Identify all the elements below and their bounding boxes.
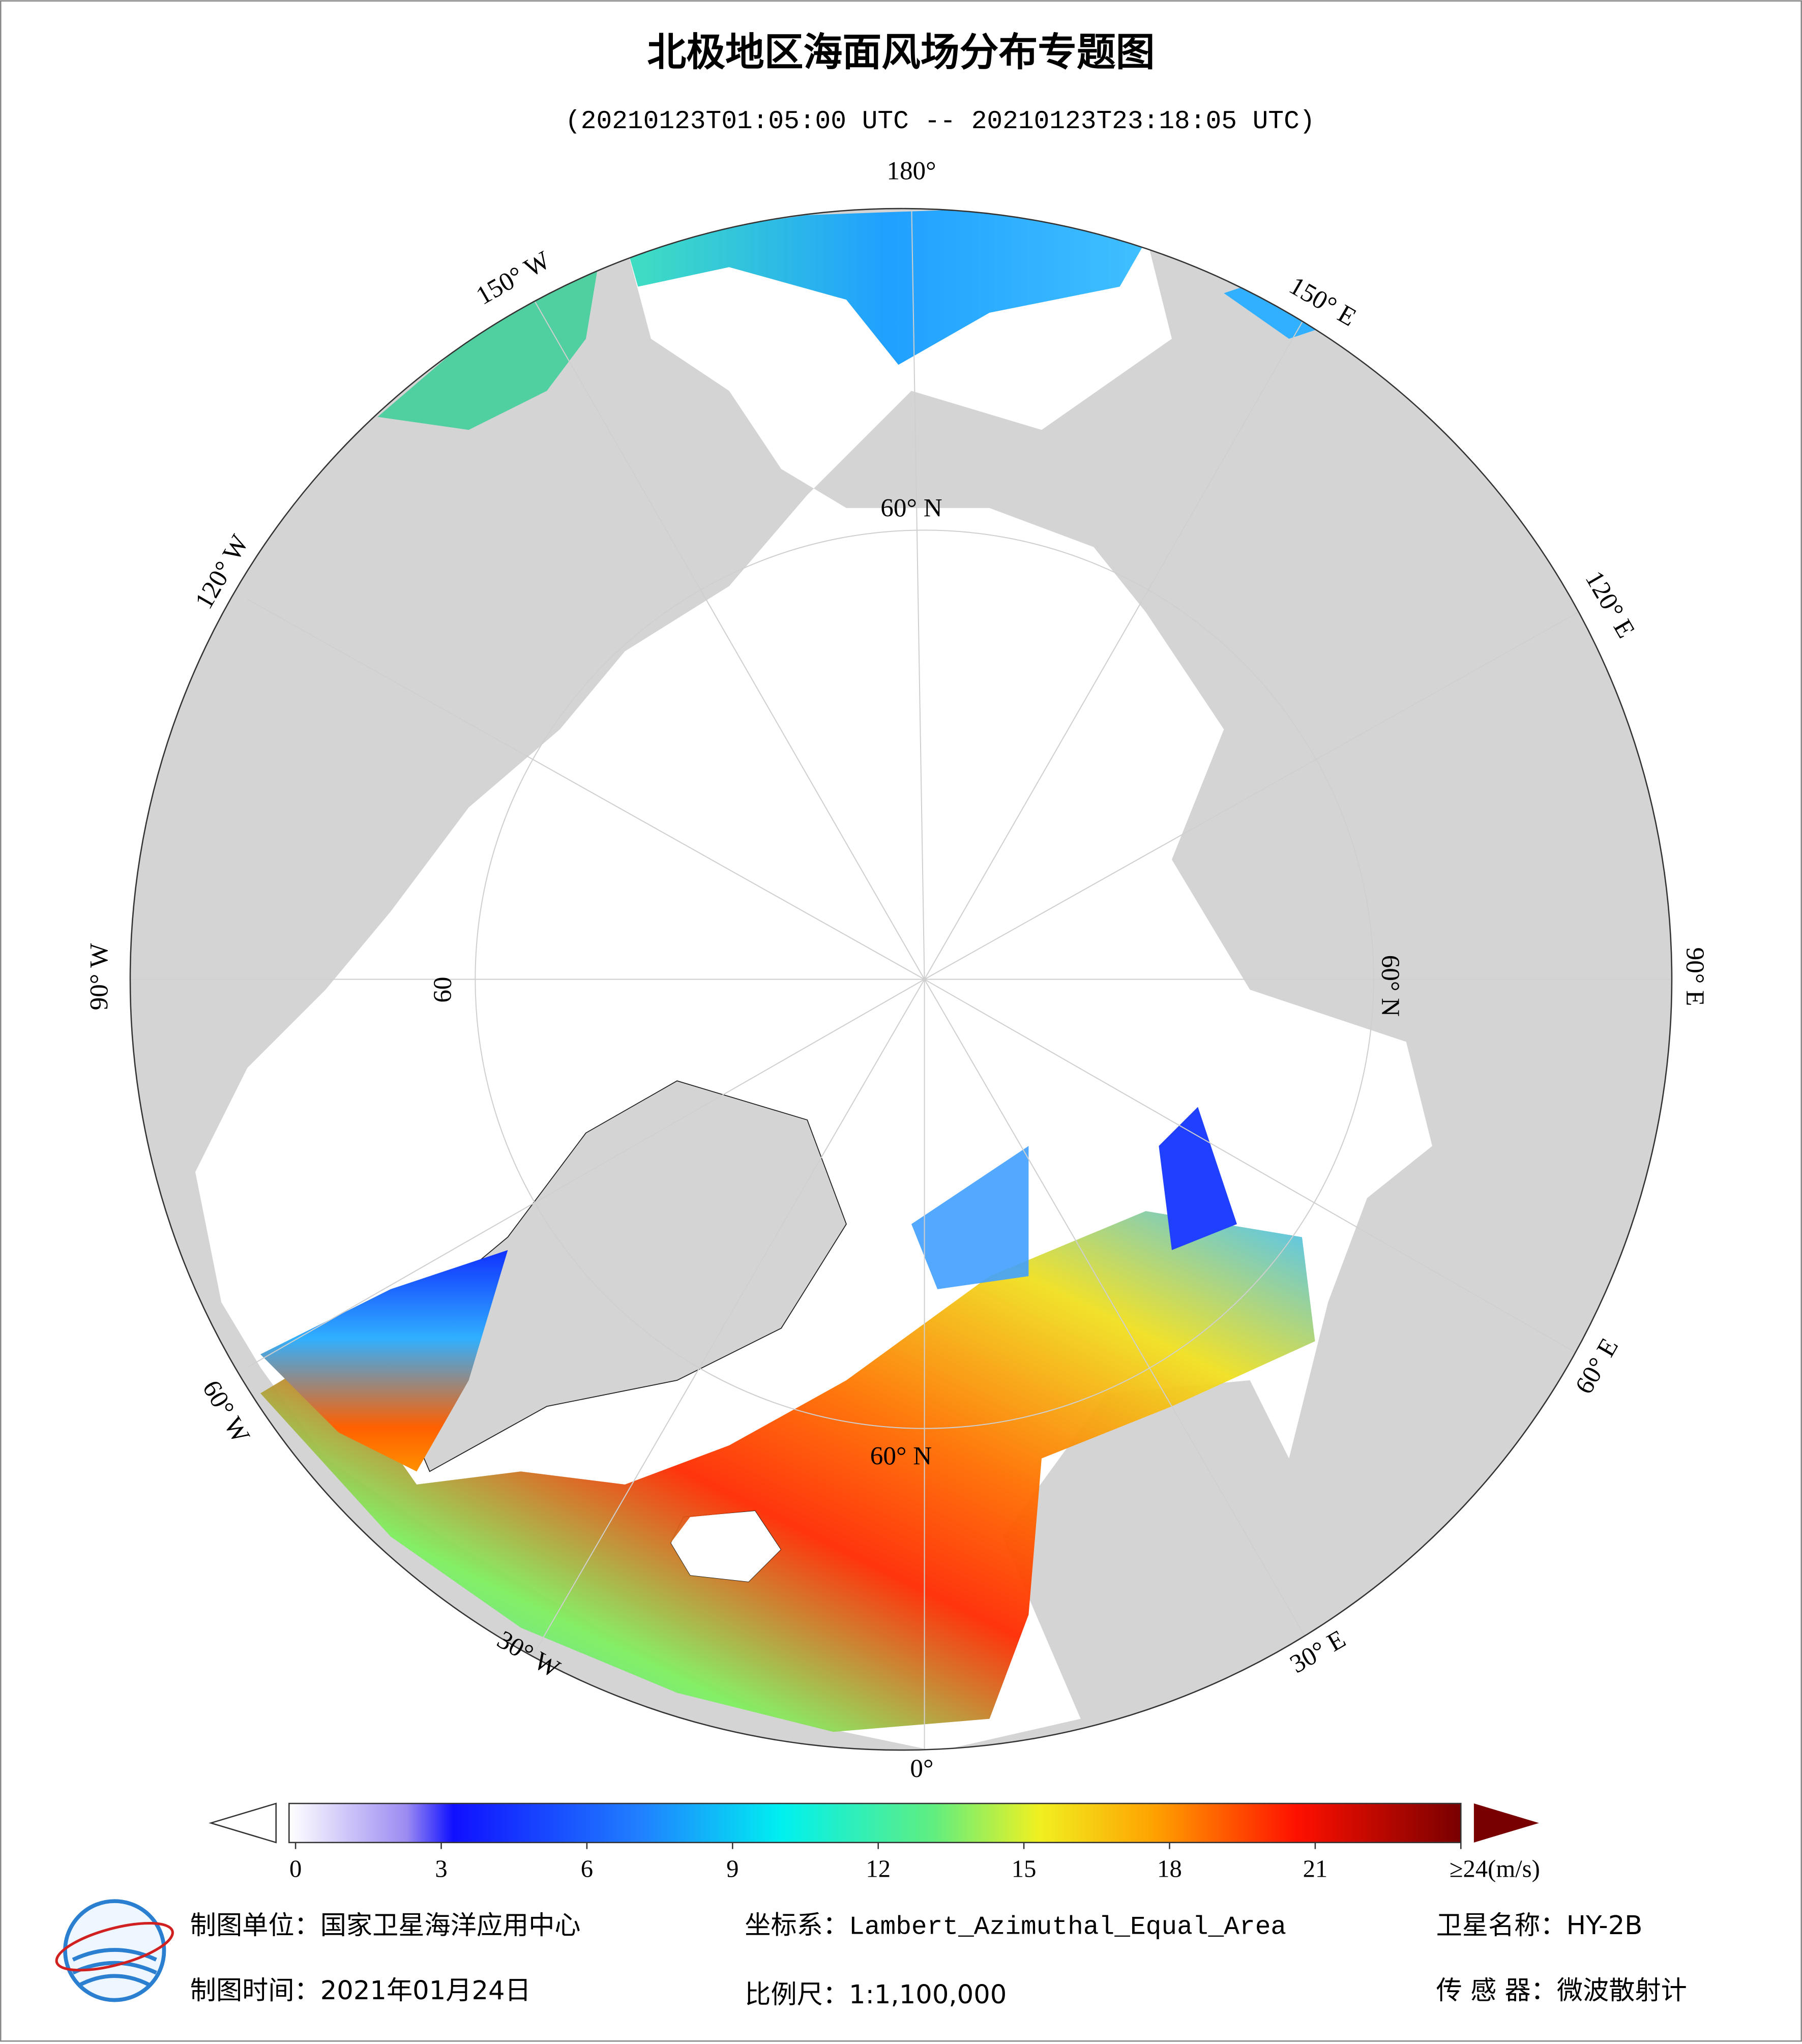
longitude-label: 90° W (84, 943, 113, 1011)
colorbar-over (1473, 1803, 1539, 1843)
footer-scale: 比例尺：1:1,100,000 (745, 1979, 1007, 2010)
map-disc (130, 209, 1672, 1751)
colorbar-tick-label: 18 (1157, 1855, 1182, 1882)
longitude-label: 0° (910, 1754, 933, 1783)
wind-field-alaska (377, 260, 599, 430)
footer-satellite: 卫星名称：HY-2B (1436, 1910, 1643, 1941)
colorbar-tick-label: 0 (289, 1855, 302, 1882)
colorbar: 0 3 6 9 12 15 18 21 ≥24(m/s) (209, 1802, 1540, 1882)
footer-date: 制图时间：2021年01月24日 (190, 1975, 531, 2006)
colorbar-under (209, 1802, 277, 1844)
wind-field-barents (1159, 1107, 1237, 1251)
latitude-label: 60° N (1376, 955, 1405, 1017)
colorbar-tick-label: 3 (435, 1855, 447, 1882)
longitude-label: 180° (887, 157, 936, 186)
latitude-label: 60 (428, 976, 457, 1002)
colorbar-tick-label: 21 (1303, 1855, 1328, 1882)
colorbar-tick-label: 15 (1012, 1855, 1037, 1882)
wind-field-bering (625, 209, 1146, 365)
subtitle: (20210123T01:05:00 UTC -- 20210123T23:18… (565, 107, 1315, 136)
title: 北极地区海面风场分布专题图 (647, 30, 1155, 75)
footer-sensor: 传 感 器：微波散射计 (1436, 1975, 1687, 2006)
colorbar-tick-label: 9 (726, 1855, 738, 1882)
graticule (130, 209, 1672, 1751)
longitude-label: 90° E (1680, 947, 1709, 1006)
latitude-label: 60° N (880, 494, 942, 523)
footer-crs: 坐标系：Lambert_Azimuthal_Equal_Area (745, 1912, 1286, 1942)
wind-field-labrador (260, 1250, 508, 1472)
colorbar-bar (288, 1802, 1462, 1844)
colorbar-tick-label: 12 (866, 1855, 891, 1882)
wind-field-svalbard (911, 1146, 1029, 1289)
logo (55, 1899, 174, 2002)
colorbar-tick-label: 6 (581, 1855, 593, 1882)
latitude-label: 60° N (870, 1441, 932, 1470)
wind-field-okhotsk (1224, 280, 1328, 339)
wind-field-atlantic (260, 1211, 1315, 1732)
footer-unit: 制图单位：国家卫星海洋应用中心 (190, 1910, 581, 1941)
map-border (129, 208, 1673, 1751)
footer: 制图单位：国家卫星海洋应用中心 坐标系：Lambert_Azimuthal_Eq… (190, 1910, 1687, 2010)
colorbar-tick-label: ≥24(m/s) (1450, 1855, 1540, 1882)
